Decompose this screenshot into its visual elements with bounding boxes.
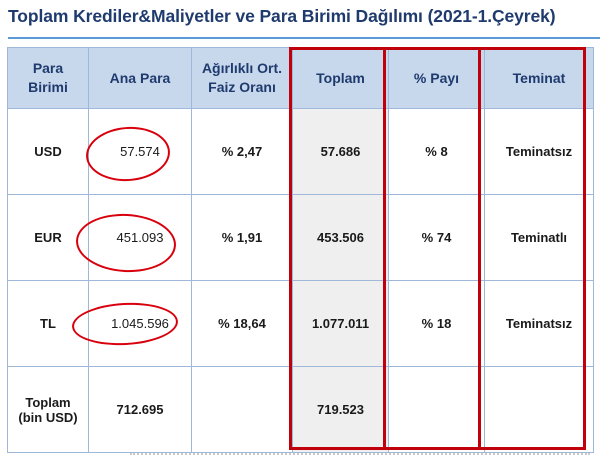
header-payi: % Payı bbox=[388, 47, 485, 109]
footer-dotted-rule bbox=[130, 453, 590, 455]
rate-cell: % 2,47 bbox=[191, 108, 293, 195]
header-para-birimi: Para Birimi bbox=[7, 47, 89, 109]
principal-cell: 57.574 bbox=[88, 108, 192, 195]
header-ana-para: Ana Para bbox=[88, 47, 192, 109]
currency-cell: EUR bbox=[7, 194, 89, 281]
table-row: TL 1.045.596 % 18,64 1.077.011 % 18 Temi… bbox=[7, 280, 594, 367]
currency-cell: USD bbox=[7, 108, 89, 195]
header-toplam: Toplam bbox=[292, 47, 389, 109]
currency-cell: TL bbox=[7, 280, 89, 367]
total-principal-cell: 712.695 bbox=[88, 366, 192, 453]
principal-cell: 1.045.596 bbox=[88, 280, 192, 367]
collateral-cell: Teminatlı bbox=[484, 194, 594, 281]
total-cell: 57.686 bbox=[292, 108, 389, 195]
total-cell: 453.506 bbox=[292, 194, 389, 281]
empty-cell bbox=[388, 366, 485, 453]
header-teminat: Teminat bbox=[484, 47, 594, 109]
rate-cell: % 1,91 bbox=[191, 194, 293, 281]
empty-cell bbox=[191, 366, 293, 453]
header-row: Para Birimi Ana Para Ağırlıklı Ort. Faiz O… bbox=[7, 47, 594, 109]
grand-total-cell: 719.523 bbox=[292, 366, 389, 453]
rate-cell: % 18,64 bbox=[191, 280, 293, 367]
page-title: Toplam Krediler&Maliyetler ve Para Birim… bbox=[8, 6, 556, 26]
collateral-cell: Teminatsız bbox=[484, 108, 594, 195]
total-row: Toplam (bin USD) 712.695 719.523 bbox=[7, 366, 594, 453]
highlight-divider bbox=[383, 47, 386, 450]
currency-distribution-table: Para Birimi Ana Para Ağırlıklı Ort. Faiz O… bbox=[7, 47, 594, 453]
table-row: USD 57.574 % 2,47 57.686 % 8 Teminatsız bbox=[7, 108, 594, 195]
share-cell: % 18 bbox=[388, 280, 485, 367]
empty-cell bbox=[484, 366, 594, 453]
table-row: EUR 451.093 % 1,91 453.506 % 74 Teminatl… bbox=[7, 194, 594, 281]
highlight-divider bbox=[478, 47, 481, 450]
collateral-cell: Teminatsız bbox=[484, 280, 594, 367]
header-faiz-orani: Ağırlıklı Ort. Faiz Oranı bbox=[191, 47, 293, 109]
principal-cell: 451.093 bbox=[88, 194, 192, 281]
total-label-cell: Toplam (bin USD) bbox=[7, 366, 89, 453]
total-cell: 1.077.011 bbox=[292, 280, 389, 367]
share-cell: % 74 bbox=[388, 194, 485, 281]
title-underline bbox=[8, 37, 600, 39]
share-cell: % 8 bbox=[388, 108, 485, 195]
